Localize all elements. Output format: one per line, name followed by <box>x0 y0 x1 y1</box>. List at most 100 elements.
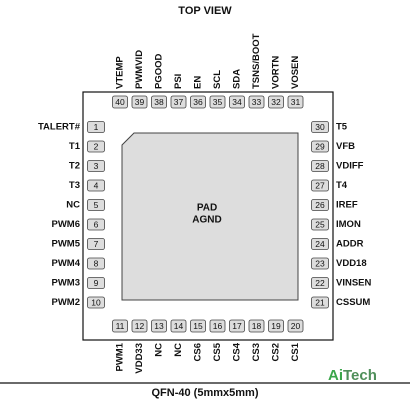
pin-label: VORTN <box>271 56 282 89</box>
pin <box>87 296 105 309</box>
pin-label: CS1 <box>290 342 301 361</box>
pin-number: 37 <box>174 97 184 107</box>
pin-label: TSNS/BOOT <box>251 33 262 89</box>
package-label: QFN-40 (5mmx5mm) <box>152 387 259 399</box>
pin-number: 24 <box>315 239 325 249</box>
title: TOP VIEW <box>178 5 232 17</box>
pin <box>287 319 304 333</box>
pin-number: 8 <box>94 258 99 268</box>
pin-number: 21 <box>315 297 325 307</box>
pin-label: TALERT# <box>38 122 81 133</box>
pin-number: 40 <box>115 97 125 107</box>
pin <box>248 95 265 109</box>
pin-label: VDIFF <box>336 161 364 172</box>
pin-number: 14 <box>174 321 184 331</box>
pin <box>151 95 167 109</box>
pin-label: IREF <box>336 200 358 211</box>
pin <box>248 319 265 333</box>
pin-label: T5 <box>336 122 348 133</box>
pin <box>311 121 329 133</box>
pin-number: 34 <box>232 97 242 107</box>
pin <box>229 319 245 333</box>
pin-number: 28 <box>315 161 325 171</box>
pin-label: CSSUM <box>336 297 370 308</box>
pin <box>311 160 329 172</box>
pin-number: 16 <box>213 321 223 331</box>
pin <box>311 238 329 250</box>
exposed-pad <box>121 132 299 301</box>
pin-number: 7 <box>94 239 99 249</box>
pin <box>170 95 187 109</box>
pin <box>131 95 148 109</box>
pin-label: CS3 <box>251 343 262 361</box>
pin-number: 35 <box>213 97 223 107</box>
pin-number: 4 <box>94 180 99 190</box>
pin-label: VOSEN <box>290 56 301 89</box>
pin-number: 9 <box>94 278 99 288</box>
pin-number: 17 <box>232 321 242 331</box>
pin-number: 27 <box>315 180 325 190</box>
pin-label: NC <box>154 343 165 357</box>
pin-label: PWM6 <box>52 219 81 230</box>
pin-label: PWM1 <box>115 342 126 371</box>
pin <box>209 95 226 109</box>
pin-number: 25 <box>315 219 325 229</box>
pin <box>311 218 329 231</box>
pin-label: CS2 <box>271 343 282 361</box>
pin-number: 11 <box>116 321 125 331</box>
pin-number: 2 <box>94 141 99 151</box>
pin-number: 36 <box>193 97 203 107</box>
pin <box>112 319 128 333</box>
pin-number: 18 <box>252 321 262 331</box>
pin-label: T2 <box>69 161 80 172</box>
pin-label: EN <box>193 76 204 89</box>
pin <box>87 277 105 289</box>
pin-number: 33 <box>252 97 262 107</box>
pin-label: PWMVID <box>134 50 145 89</box>
pin <box>87 121 105 133</box>
pin-label: PGOOD <box>154 53 165 89</box>
pin <box>87 160 105 172</box>
pin-number: 31 <box>291 97 301 107</box>
pin <box>268 319 284 333</box>
pin-number: 13 <box>154 321 164 331</box>
pin <box>287 95 304 109</box>
pin-label: T3 <box>69 180 80 191</box>
pin-number: 38 <box>154 97 164 107</box>
pin <box>268 95 284 109</box>
pin-label: ADDR <box>336 239 364 250</box>
pad-label: PAD <box>197 203 217 214</box>
pin <box>87 257 105 270</box>
pin <box>151 319 167 333</box>
pin <box>131 319 148 333</box>
pin <box>87 238 105 250</box>
pin-number: 12 <box>135 321 145 331</box>
pin <box>229 95 245 109</box>
pin-number: 3 <box>94 161 99 171</box>
pin <box>87 218 105 231</box>
pad-label: AGND <box>192 215 221 226</box>
pin-label: PSI <box>173 74 184 89</box>
pin <box>311 199 329 211</box>
pin-label: SDA <box>232 69 243 89</box>
pin-number: 20 <box>291 321 301 331</box>
pin-label: PWM3 <box>52 278 81 289</box>
pin <box>311 257 329 270</box>
pin-label: PWM5 <box>52 239 81 250</box>
pin-number: 23 <box>315 258 325 268</box>
pin-label: VINSEN <box>336 278 372 289</box>
pin-number: 29 <box>315 141 325 151</box>
pin-label: VDD18 <box>336 258 367 269</box>
pin-number: 19 <box>271 321 281 331</box>
pin-number: 1 <box>94 122 99 132</box>
pin <box>87 199 105 211</box>
pin-number: 39 <box>135 97 145 107</box>
pin <box>209 319 226 333</box>
pin-number: 32 <box>271 97 281 107</box>
pin <box>112 95 128 109</box>
pin-label: PWM2 <box>52 297 81 308</box>
pin-number: 10 <box>91 297 101 307</box>
logo: AiTech <box>328 367 377 384</box>
pin-number: 22 <box>315 278 325 288</box>
